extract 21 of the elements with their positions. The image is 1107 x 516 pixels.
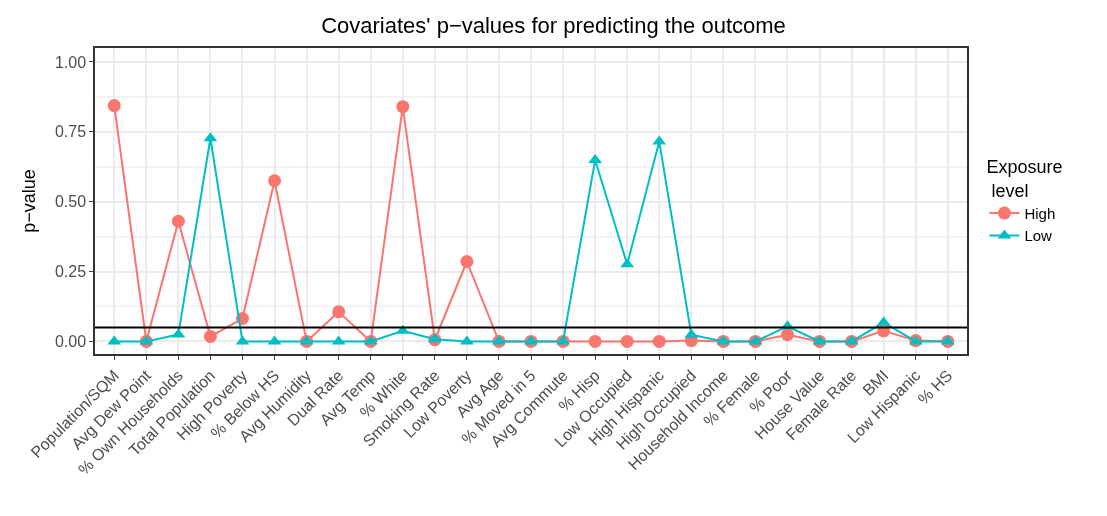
point [780,328,794,342]
point [620,334,634,348]
point [107,99,121,113]
point [171,214,185,228]
y-tick-label: 1.00 [54,53,87,71]
y-tick-label: 0.50 [54,193,87,211]
legend-title: Exposure level [986,157,1063,201]
y-tick-label: 0.25 [54,263,87,281]
y-tick-label: 0.00 [54,333,87,351]
point [268,174,282,188]
point [203,329,217,343]
point [460,255,474,268]
legend-label: High [1024,204,1056,222]
point [332,305,346,319]
y-axis-title: p−value [18,169,39,233]
y-tick-label: 0.75 [54,123,87,141]
point [396,100,410,114]
point [652,334,666,348]
point [588,334,602,348]
chart-title: Covariates' p−values for predicting the outcome [321,13,786,39]
legend-label: Low [1024,227,1053,245]
